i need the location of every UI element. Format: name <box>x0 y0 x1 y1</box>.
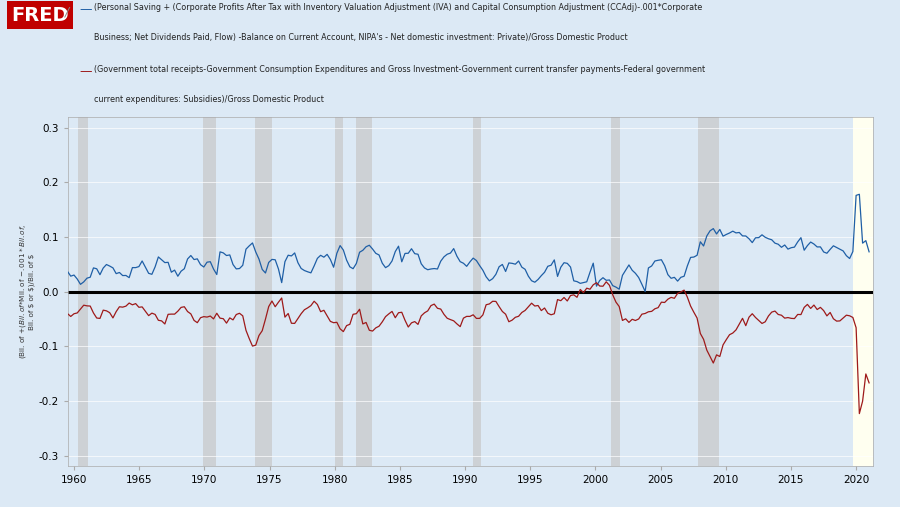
Text: Business; Net Dividends Paid, Flow) -Balance on Current Account, NIPA's - Net do: Business; Net Dividends Paid, Flow) -Bal… <box>94 33 628 43</box>
Text: current expenditures: Subsidies)/Gross Domestic Product: current expenditures: Subsidies)/Gross D… <box>94 95 324 104</box>
Bar <box>356 117 373 466</box>
Bar <box>858 117 862 466</box>
Y-axis label: (Bil. of $ + (Bil. of $*Mil. of $-.001*Bil. of $,
Bil. of $ or $)/Bil. of $: (Bil. of $ + (Bil. of $*Mil. of $-.001*B… <box>18 224 35 359</box>
Bar <box>256 117 272 466</box>
Bar <box>698 117 719 466</box>
Text: /: / <box>65 6 69 19</box>
Bar <box>611 117 620 466</box>
Text: (Personal Saving + (Corporate Profits After Tax with Inventory Valuation Adjustm: (Personal Saving + (Corporate Profits Af… <box>94 4 703 12</box>
Bar <box>78 117 88 466</box>
Bar <box>203 117 216 466</box>
Text: (Government total receipts-Government Consumption Expenditures and Gross Investm: (Government total receipts-Government Co… <box>94 65 706 74</box>
Bar <box>472 117 481 466</box>
Bar <box>335 117 343 466</box>
Text: —: — <box>79 4 92 16</box>
Text: —: — <box>79 65 92 78</box>
Bar <box>853 117 873 466</box>
Text: FRED: FRED <box>11 6 68 24</box>
